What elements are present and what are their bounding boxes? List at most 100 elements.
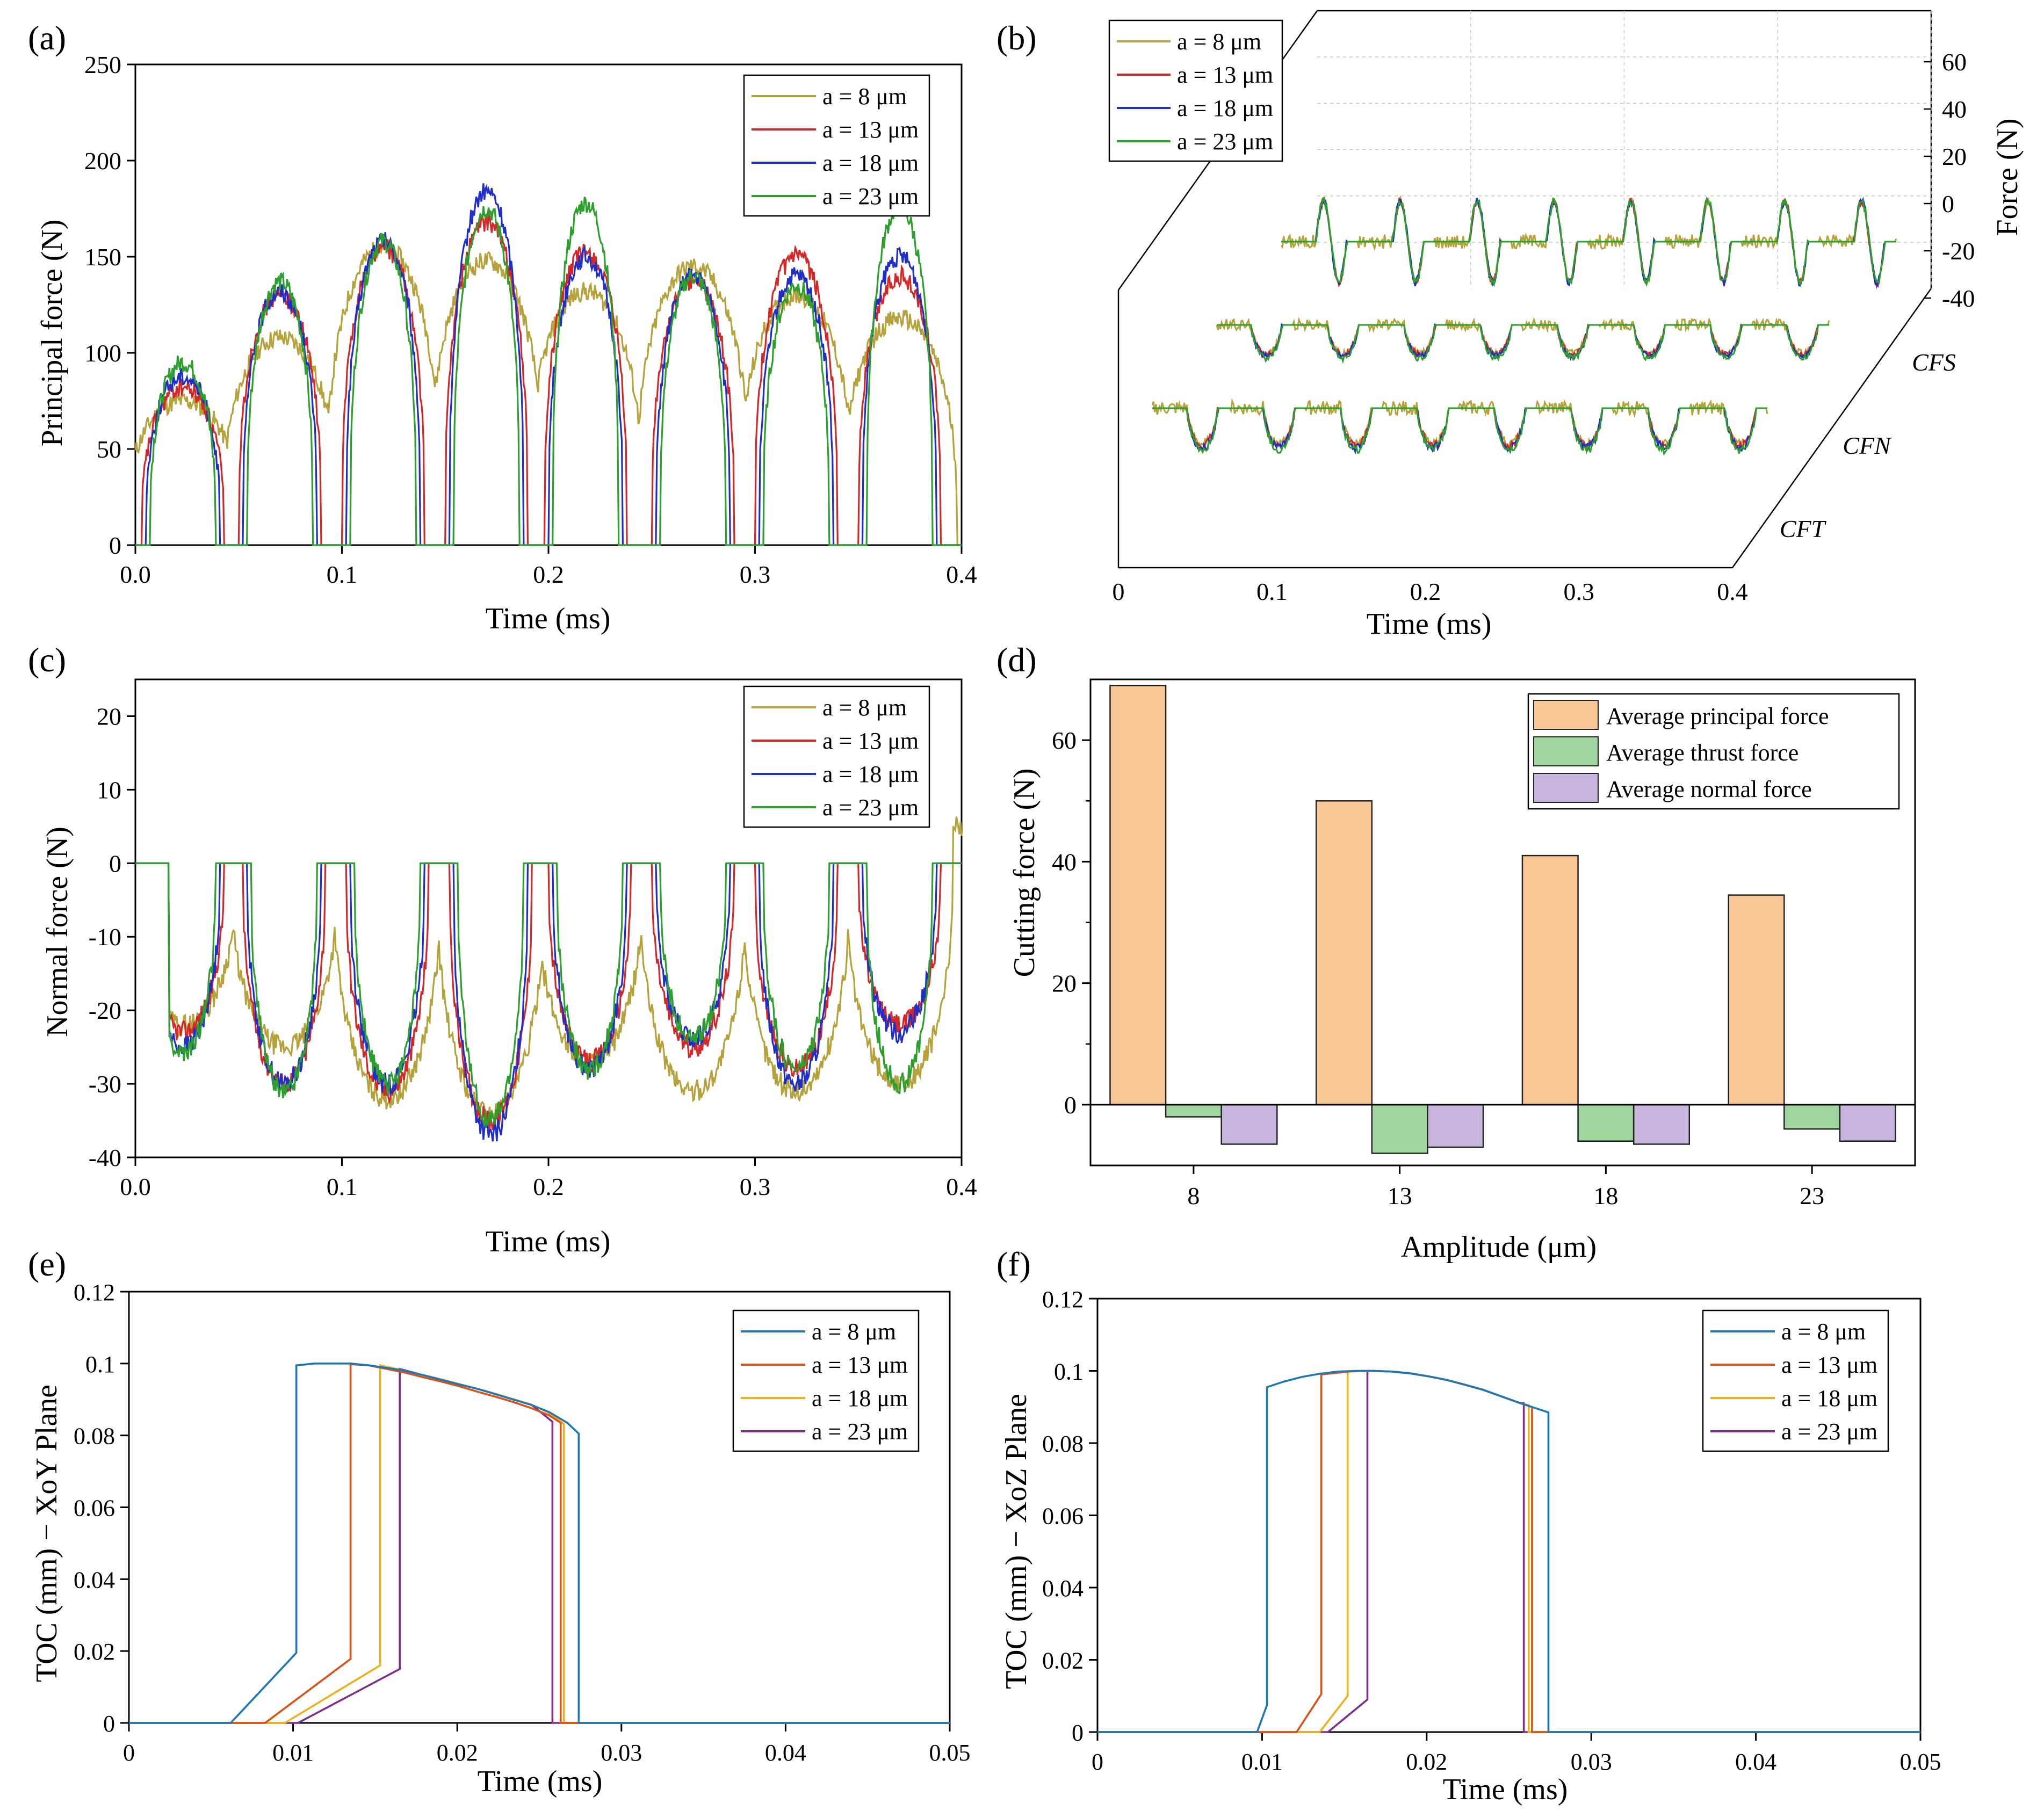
panel-e-series-line: [129, 1363, 950, 1724]
panel-e-xtick-label: 0.03: [601, 1740, 642, 1766]
panel-a-ytick-label: 50: [97, 436, 121, 463]
panel-e-legend-box: [732, 1309, 920, 1452]
panel-e-ytick-label: 0.08: [74, 1423, 115, 1450]
panel-b-ztick-label: 60: [1942, 48, 1967, 76]
panel-a-xtick-label: 0.0: [120, 561, 151, 588]
panel-d-bar: [1783, 1104, 1841, 1130]
panel-b-zlabel: Force (N): [1991, 118, 2024, 236]
panel-d-legend-swatch: [1533, 736, 1599, 766]
panel-f-ytick-label: 0.04: [1042, 1575, 1084, 1602]
panel-d-ytick-label: 20: [1052, 970, 1077, 997]
panel-c-ytick-label: -20: [89, 997, 121, 1024]
panel-a-legend-label: a = 18 μm: [822, 150, 919, 176]
panel-e-xlabel: Time (ms): [478, 1765, 603, 1798]
panel-e-ytick-label: 0: [103, 1711, 115, 1737]
panel-b-legend-box: [1108, 19, 1283, 162]
panel-c-ytick-label: 20: [97, 702, 121, 730]
panel-c-ytick-label: 10: [97, 776, 121, 803]
panel-b-legend-label: a = 18 μm: [1177, 95, 1273, 121]
panel-d-legend-label: Average thrust force: [1606, 740, 1799, 766]
panel-d-bar: [1633, 1104, 1691, 1145]
panel-b-xtick-label: 0.1: [1256, 578, 1288, 605]
panel-b-xlabel: Time (ms): [1367, 607, 1492, 641]
panel-b-ztick-label: 40: [1942, 96, 1967, 123]
panel-e-legend-label: a = 23 μm: [812, 1418, 908, 1445]
panel-d-xtick-label: 23: [1800, 1182, 1824, 1209]
panel-d-bar: [1165, 1104, 1222, 1118]
panel-a-ytick-label: 0: [109, 532, 121, 559]
panel-b-depth-label: CFN: [1843, 432, 1892, 459]
panel-d-bar: [1427, 1104, 1484, 1148]
panel-d-legend-label: Average principal force: [1606, 703, 1829, 729]
panel-d-bar: [1839, 1104, 1896, 1142]
panel-c-legend-box: [743, 685, 930, 828]
panel-a-xlabel: Time (ms): [486, 602, 611, 635]
panel-b-series-line: [1217, 323, 1829, 364]
panel-d-xlabel: Amplitude (μm): [1401, 1230, 1597, 1264]
panel-a-xtick-label: 0.4: [946, 561, 977, 588]
panel-e-xtick-label: 0.04: [765, 1740, 806, 1766]
panel-a-series-line: [134, 238, 962, 546]
panel-d-bar: [1577, 1104, 1635, 1142]
panel-c-ytick-label: -40: [89, 1144, 121, 1171]
panel-f-ytick-label: 0.06: [1042, 1503, 1084, 1530]
panel-e-label: (e): [28, 1245, 66, 1283]
panel-f-xtick-label: 0.01: [1241, 1749, 1283, 1775]
panel-b-ztick-label: -20: [1942, 237, 1975, 265]
panel-e-legend-label: a = 18 μm: [812, 1385, 908, 1411]
panel-d-bar: [1521, 854, 1579, 1106]
panel-d-xtick-label: 8: [1187, 1182, 1200, 1209]
panel-c-xlabel: Time (ms): [486, 1225, 611, 1258]
panel-b-series-line: [1152, 407, 1767, 456]
panel-d-legend-label: Average normal force: [1606, 776, 1812, 802]
panel-f-ytick-label: 0.12: [1042, 1286, 1084, 1313]
panel-b-axis-edge: [1731, 288, 1932, 568]
panel-d-xtick-label: 13: [1388, 1182, 1412, 1209]
panel-b-legend-label: a = 13 μm: [1177, 62, 1273, 88]
panel-d-ylabel: Cutting force (N): [1008, 769, 1041, 977]
panel-d-ytick-label: 60: [1052, 727, 1077, 754]
panel-d-legend-swatch: [1533, 700, 1599, 730]
panel-a-ytick-label: 250: [84, 51, 121, 78]
panel-b-series-line: [1281, 196, 1896, 288]
panel-c-label: (c): [28, 641, 66, 679]
panel-b-ztick-label: -40: [1942, 285, 1975, 312]
panel-c-legend-label: a = 18 μm: [822, 761, 919, 787]
panel-f-xtick-label: 0.05: [1900, 1749, 1941, 1775]
panel-b-xtick-label: 0: [1113, 578, 1125, 605]
panel-d-bar: [1315, 800, 1373, 1106]
panel-e-legend-label: a = 13 μm: [812, 1352, 908, 1378]
panel-b-depth-label: CFT: [1780, 515, 1827, 542]
panel-c-xtick-label: 0.0: [120, 1173, 151, 1200]
panel-e-xtick-label: 0: [123, 1740, 135, 1766]
panel-c-xtick-label: 0.1: [327, 1173, 358, 1200]
panel-e-ytick-label: 0.1: [85, 1351, 115, 1378]
panel-c-xtick-label: 0.3: [740, 1173, 771, 1200]
panel-c-ylabel: Normal force (N): [41, 827, 74, 1037]
panel-f-xtick-label: 0.04: [1735, 1749, 1776, 1775]
panel-f-label: (f): [996, 1245, 1031, 1283]
panel-b-legend-label: a = 23 μm: [1177, 128, 1273, 155]
panel-c-legend-label: a = 23 μm: [822, 794, 919, 821]
panel-f-ylabel: TOC (mm) − XoZ Plane: [1000, 1394, 1033, 1689]
panel-d-bar: [1371, 1104, 1428, 1154]
panel-c-xtick-label: 0.2: [533, 1173, 564, 1200]
panel-d-ytick-label: 40: [1052, 848, 1077, 875]
panel-d-ytick-label: 0: [1064, 1091, 1077, 1119]
panel-b-xtick-label: 0.2: [1410, 578, 1441, 605]
panel-b-series-line: [1151, 398, 1768, 451]
panel-f-xtick-label: 0.03: [1571, 1749, 1612, 1775]
panel-e-ytick-label: 0.04: [74, 1567, 115, 1593]
panel-e-ylabel: TOC (mm) − XoY Plane: [30, 1385, 63, 1682]
panel-d-bar: [1220, 1104, 1278, 1145]
panel-f-legend-box: [1702, 1309, 1889, 1452]
panel-f-xlabel: Time (ms): [1443, 1773, 1568, 1806]
panel-d-legend-swatch: [1533, 773, 1599, 803]
panel-e-series-line: [129, 1363, 950, 1724]
panel-f-legend-label: a = 18 μm: [1781, 1385, 1877, 1411]
panel-e-ytick-label: 0.12: [74, 1279, 115, 1306]
panel-f-ytick-label: 0.1: [1054, 1359, 1084, 1385]
